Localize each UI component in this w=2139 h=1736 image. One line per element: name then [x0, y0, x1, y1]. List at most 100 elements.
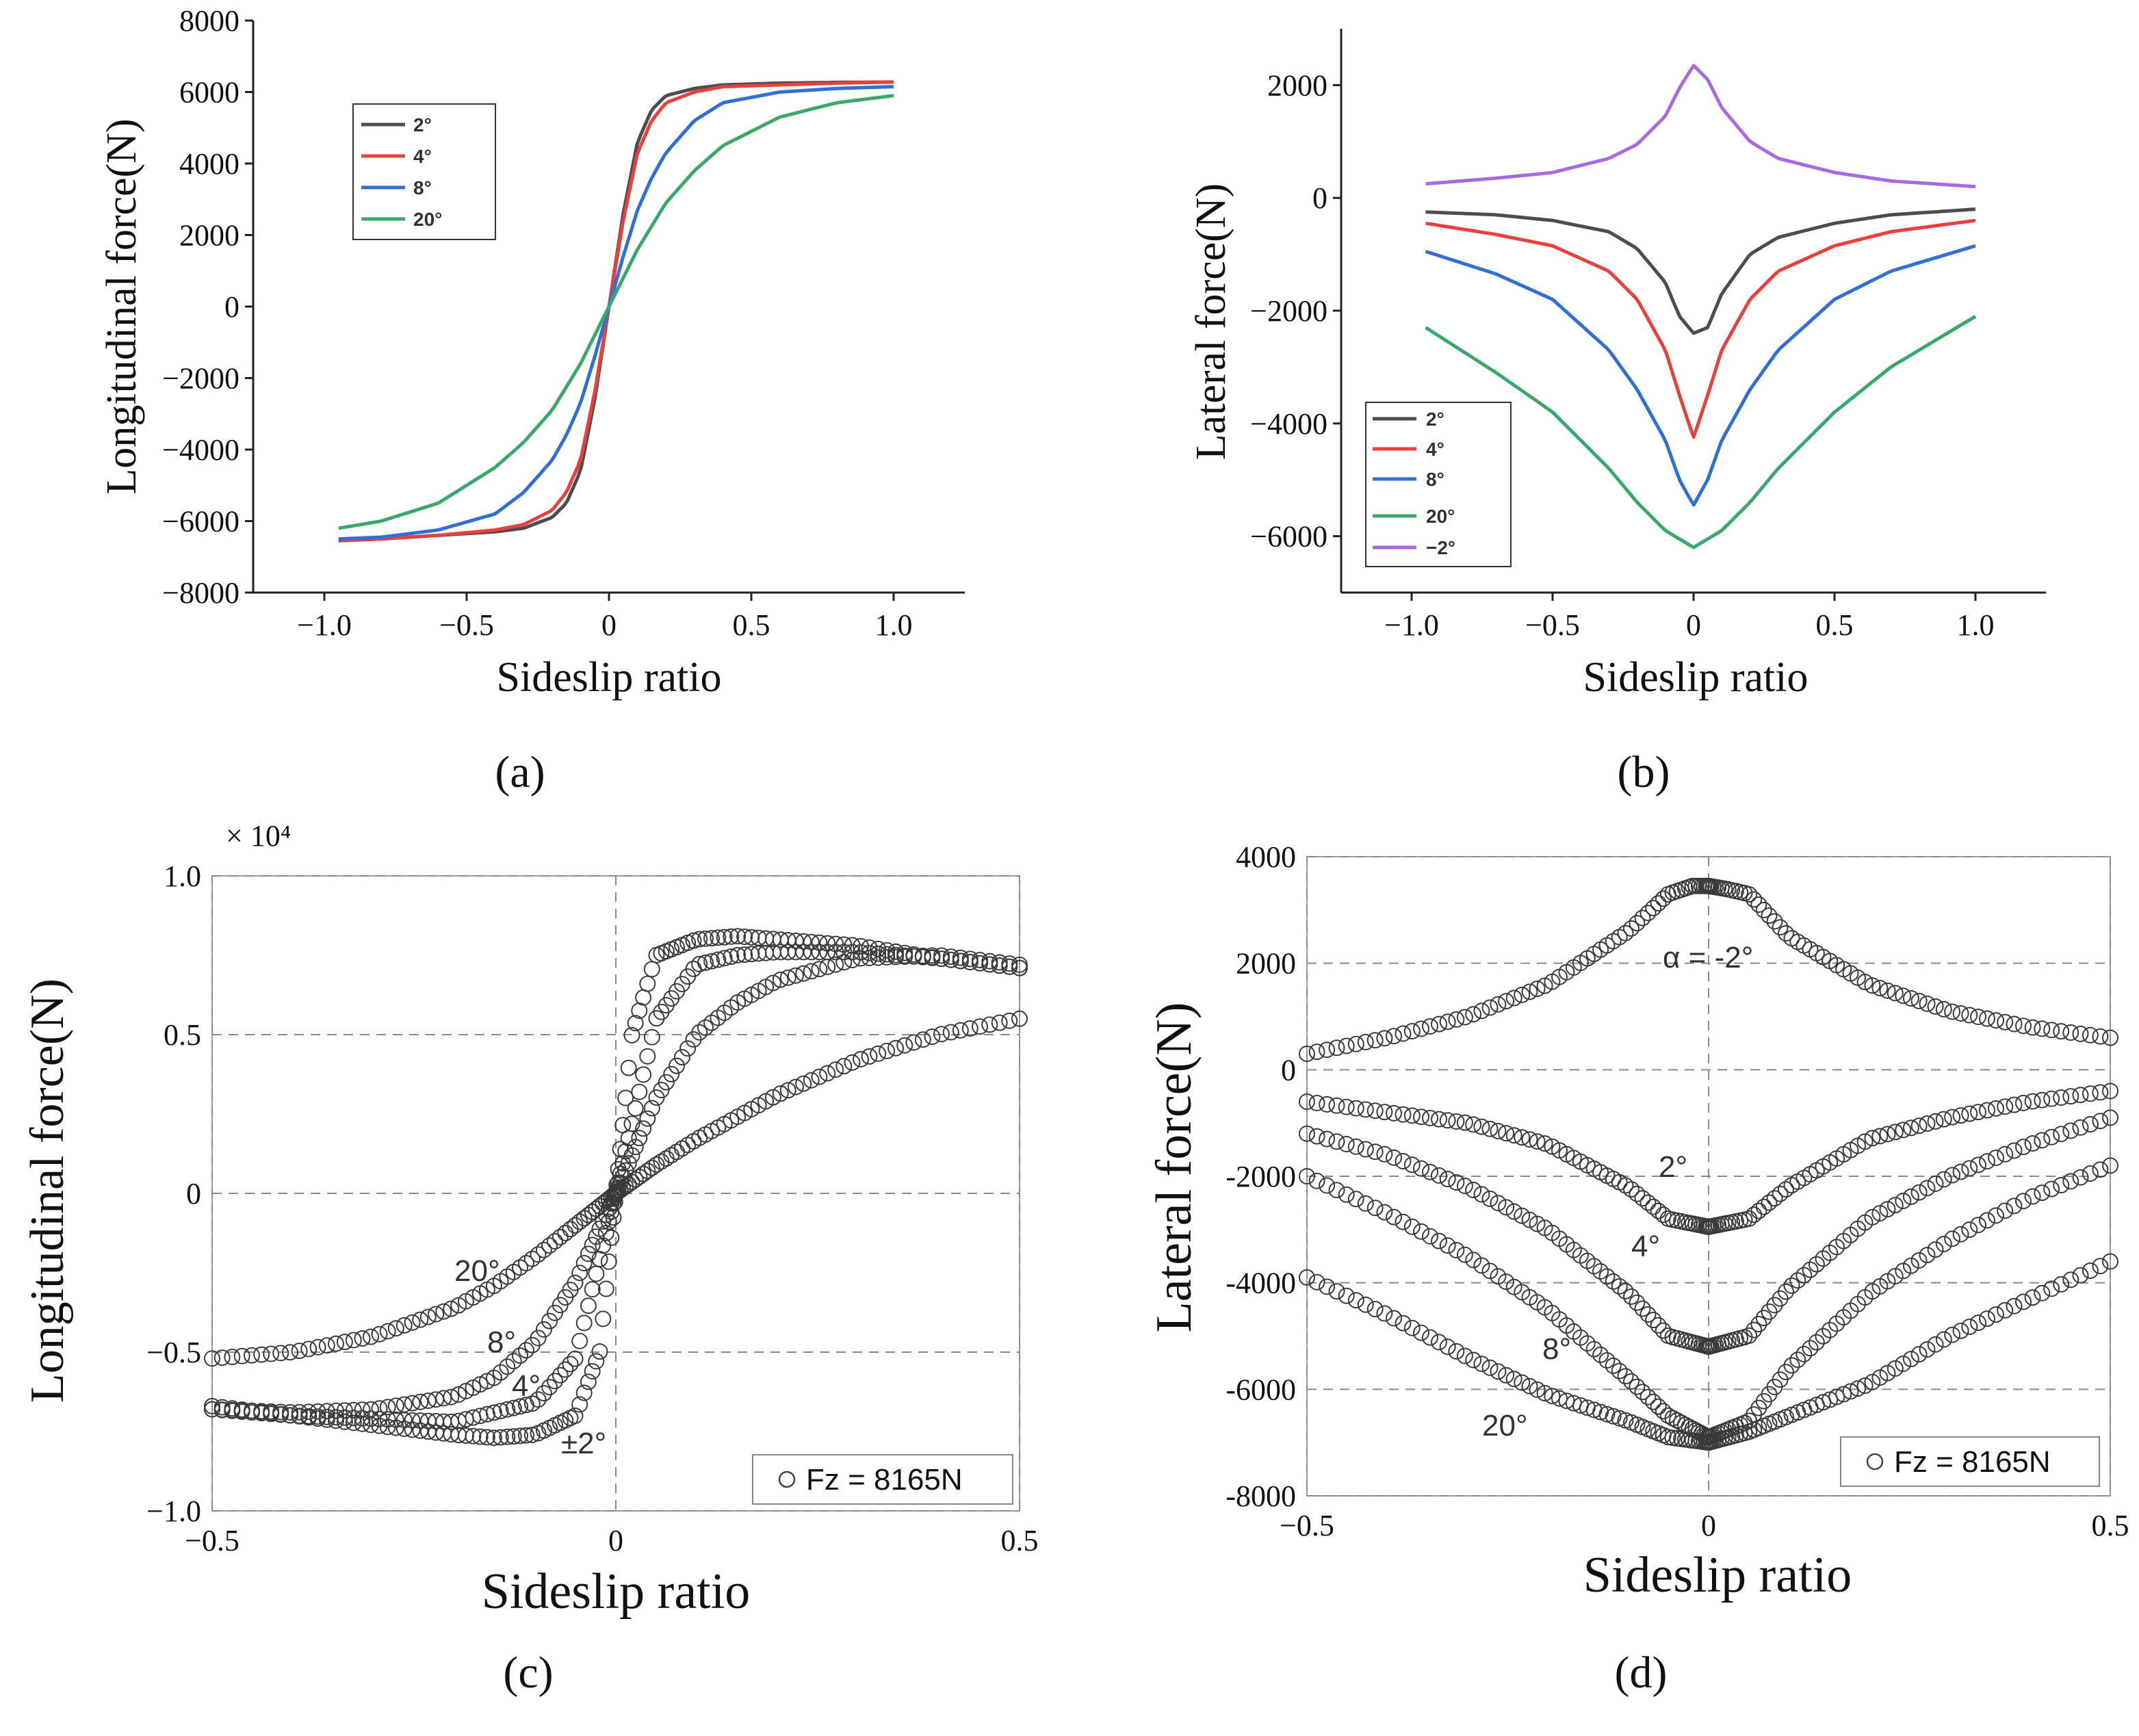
data-point [1864, 1208, 1881, 1226]
legend-label: 2° [1426, 409, 1444, 430]
data-point [412, 1393, 429, 1410]
data-point [1299, 1125, 1315, 1142]
data-point [1997, 1301, 2014, 1319]
data-point [1902, 1188, 1919, 1205]
data-point [1456, 1347, 1473, 1364]
data-point [1473, 1257, 1490, 1274]
data-point [1328, 1182, 1345, 1199]
y-tick-label: 0.5 [164, 1018, 201, 1052]
data-point [635, 1165, 652, 1182]
data-point [1952, 1226, 1969, 1243]
data-point [1639, 905, 1657, 922]
data-point [1431, 1334, 1447, 1351]
panel-d-y-axis-label: Lateral force(N) [1146, 1002, 1202, 1333]
data-point [1871, 1205, 1889, 1221]
data-point [1376, 1030, 1393, 1047]
data-point [1328, 1133, 1345, 1150]
series-line [338, 80, 894, 543]
data-point [1761, 907, 1778, 924]
data-point [623, 1026, 640, 1044]
x-tick-label: −0.5 [185, 1524, 239, 1557]
x-tick-label: −0.5 [439, 608, 494, 642]
data-point [1299, 1168, 1315, 1184]
data-point [1347, 1292, 1364, 1309]
data-point [991, 1014, 1008, 1031]
data-point [1879, 982, 1896, 999]
data-point [627, 1139, 644, 1156]
data-point [1386, 1208, 1402, 1226]
data-point [1629, 1378, 1646, 1395]
data-point [1422, 1018, 1438, 1035]
data-point [2082, 1116, 2099, 1132]
data-point [591, 1251, 608, 1268]
data-point [1505, 1203, 1522, 1220]
data-point [443, 1388, 460, 1405]
data-point [588, 1353, 605, 1370]
data-point [1521, 1211, 1538, 1228]
data-point [1988, 1012, 2004, 1029]
data-point [691, 1024, 708, 1041]
data-point [244, 1347, 260, 1364]
data-point [1988, 1306, 2004, 1323]
data-point [627, 1100, 644, 1117]
data-point [1386, 1310, 1402, 1327]
data-point [787, 967, 804, 984]
panel-b-y-axis-label: Lateral force(N) [1188, 183, 1234, 460]
data-point [942, 1024, 959, 1041]
data-point [1521, 1131, 1538, 1148]
y-tick-label: −2000 [162, 362, 239, 396]
data-point [1001, 1012, 1018, 1029]
data-point [685, 932, 702, 949]
data-point [1970, 1156, 1986, 1174]
data-point [2062, 1122, 2079, 1139]
data-point [1585, 1340, 1603, 1358]
data-point [1319, 1041, 1336, 1059]
data-point [1347, 1191, 1364, 1208]
data-point [1902, 1351, 1919, 1368]
data-point [772, 971, 789, 988]
data-point [2082, 1026, 2099, 1044]
data-point [505, 1428, 522, 1445]
data-point [204, 1401, 220, 1418]
data-point [896, 1037, 913, 1054]
data-point [2034, 1184, 2051, 1202]
x-tick-label: 0.5 [733, 608, 770, 642]
data-point [679, 1137, 697, 1154]
data-point [450, 1386, 467, 1403]
panel-c-y-axis-label: Longitudinal force(N) [21, 979, 74, 1403]
data-point [1919, 1341, 1936, 1358]
data-point [575, 1210, 593, 1227]
data-point [1403, 1218, 1421, 1235]
data-point [1864, 1130, 1881, 1147]
data-point [309, 1338, 326, 1356]
data-point [1970, 1217, 1986, 1234]
data-point [591, 1220, 608, 1237]
data-point [1011, 956, 1028, 973]
data-point [535, 1241, 552, 1258]
data-point [716, 929, 733, 946]
data-point [635, 1120, 652, 1137]
y-tick-label: −8000 [162, 576, 239, 610]
data-point [419, 1392, 437, 1409]
data-point [571, 1265, 588, 1282]
data-point [1422, 1329, 1438, 1346]
data-point [1919, 1247, 1936, 1264]
data-point [1655, 1322, 1672, 1339]
data-point [557, 1225, 574, 1241]
data-point [1944, 1230, 1961, 1247]
data-point [1011, 1010, 1028, 1027]
data-point [1473, 1186, 1490, 1203]
annotation-alpha-minus2: α = -2° [1663, 941, 1753, 974]
data-point [1750, 896, 1767, 913]
data-point [1617, 1177, 1634, 1194]
data-point [371, 1325, 388, 1343]
data-point [1979, 1153, 1995, 1170]
y-tick-label: −4000 [1250, 407, 1327, 441]
data-point [1366, 1200, 1384, 1217]
data-point [2082, 1085, 2099, 1102]
data-point [345, 1401, 362, 1418]
data-point [811, 934, 828, 951]
panel-c-x-axis-label: Sideslip ratio [482, 1564, 751, 1620]
data-point [213, 1349, 231, 1366]
data-point [1366, 1301, 1384, 1318]
